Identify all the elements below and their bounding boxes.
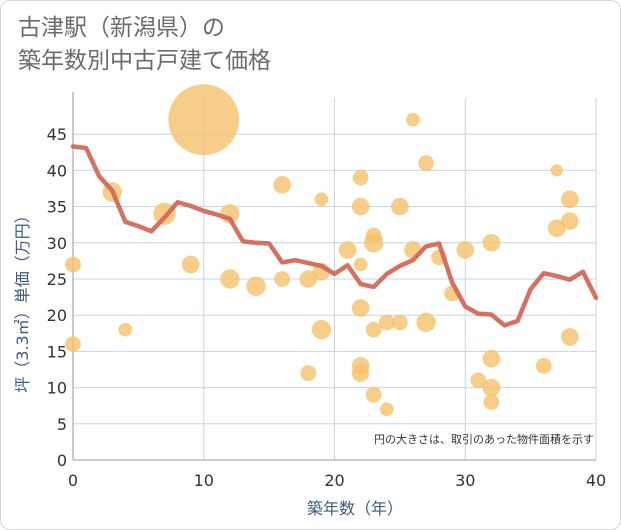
bubble-point: [353, 257, 368, 272]
bubble-point: [378, 314, 395, 331]
bubble-point: [314, 192, 329, 207]
bubble-point: [483, 394, 500, 410]
y-tick-label: 0: [57, 451, 67, 470]
y-tick-label: 35: [47, 198, 67, 217]
bubble-point: [246, 276, 266, 296]
bubble-point: [535, 357, 552, 374]
x-axis-title: 築年数（年）: [307, 499, 403, 518]
bubble-point: [416, 312, 436, 333]
y-tick-label: 40: [47, 161, 67, 180]
bubble-point: [550, 164, 563, 177]
y-tick-label: 20: [47, 306, 67, 325]
bubble-size-note: 円の大きさは、取引のあった物件面積を示す: [374, 432, 594, 446]
y-tick-label: 45: [47, 125, 67, 144]
y-tick-label: 15: [47, 342, 67, 361]
bubble-point: [168, 84, 240, 156]
chart-title-line2: 築年数別中古戸建て価格: [18, 48, 271, 74]
y-tick-label: 5: [57, 415, 67, 434]
x-tick-label: 40: [586, 471, 606, 490]
bubble-point: [220, 269, 240, 289]
bubble-point: [300, 365, 317, 382]
bubble-point: [391, 197, 409, 216]
bubble-point: [65, 336, 81, 353]
bubble-point: [274, 271, 291, 287]
chart-title: 古津駅（新潟県）の 築年数別中古戸建て価格: [18, 12, 271, 78]
chart-title-line1: 古津駅（新潟県）の: [18, 15, 225, 41]
x-tick-label: 0: [68, 471, 78, 490]
bubble-point: [560, 328, 579, 346]
x-tick-label: 30: [455, 471, 475, 490]
bubble-point: [418, 155, 434, 172]
bubble-point: [311, 319, 332, 340]
bubble-point: [365, 321, 382, 338]
bubble-point: [391, 314, 408, 331]
y-tick-label: 30: [47, 234, 67, 253]
x-tick-label: 20: [324, 471, 344, 490]
bubble-point: [482, 233, 501, 252]
bubble-point: [273, 176, 292, 194]
bubble-point: [379, 402, 394, 417]
bubble-point: [470, 372, 487, 389]
bubble-point: [482, 349, 501, 368]
bubble-point: [560, 212, 579, 230]
bubble-point: [365, 227, 382, 244]
y-axis-title: 坪（3.3㎡）単価（万円）: [13, 207, 32, 392]
bubble-point: [547, 219, 566, 238]
x-tick-label: 10: [194, 471, 214, 490]
bubble-point: [365, 386, 382, 403]
bubble-point: [351, 364, 370, 382]
bubble-point: [482, 378, 501, 397]
bubble-point: [338, 241, 357, 259]
bubble-point: [118, 322, 133, 337]
bubble-point: [351, 197, 370, 216]
bubble-point: [181, 255, 200, 274]
bubble-point: [560, 190, 579, 209]
axis-ticks: 0 5 10 15 20 25 30 35 40 45 0 10 20 30 40: [47, 125, 607, 490]
trend-line-series: [70, 144, 599, 328]
bubble-point: [65, 256, 81, 273]
bubble-point: [456, 241, 475, 259]
bubble-point: [351, 299, 370, 317]
bubble-point: [352, 169, 369, 186]
y-tick-label: 10: [47, 379, 67, 398]
y-tick-label: 25: [47, 270, 67, 289]
bubble-point: [406, 112, 420, 127]
bubble-point: [299, 270, 318, 288]
average-price-line: [70, 144, 599, 328]
